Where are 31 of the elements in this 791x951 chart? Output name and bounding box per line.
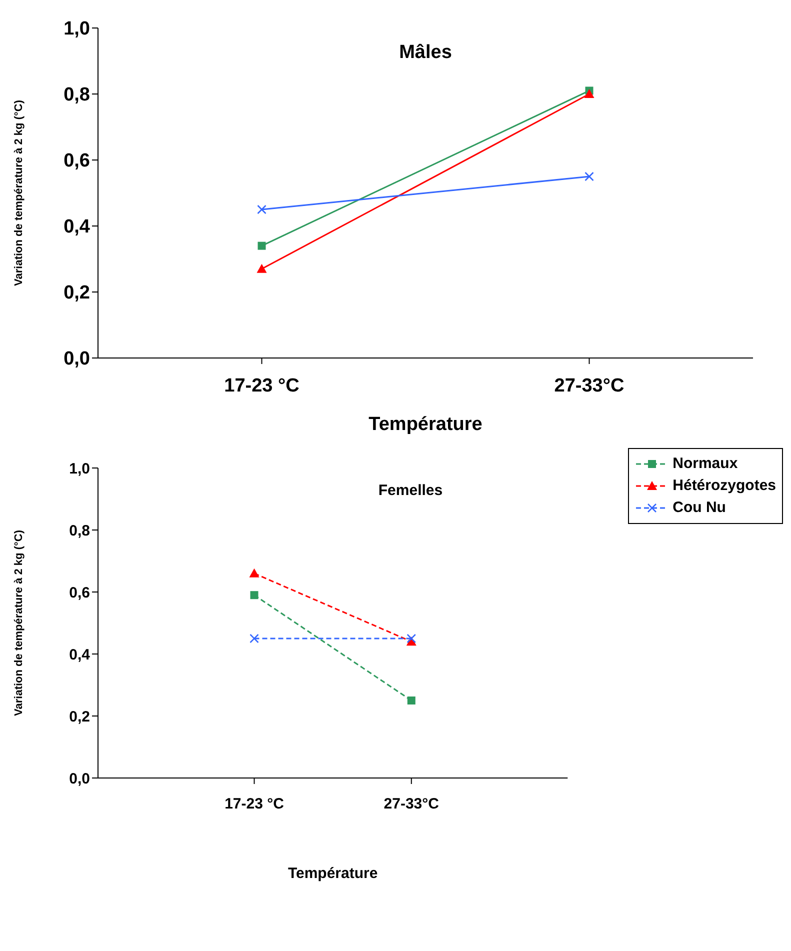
y-tick-label: 0,6 <box>69 584 90 602</box>
y-tick-label: 1,0 <box>69 460 90 478</box>
point <box>250 634 259 644</box>
y-tick-label: 0,0 <box>64 348 90 370</box>
x-axis-title: Température <box>288 865 378 882</box>
y-axis-title: Variation de température à 2 kg (°C) <box>12 100 25 286</box>
text: Mâles <box>398 42 453 64</box>
point <box>584 172 594 182</box>
x-tick-label: 17-23 °C <box>224 375 300 396</box>
y-tick-label: 0,4 <box>64 216 90 238</box>
y-tick-label: 0,0 <box>69 770 90 788</box>
point <box>257 204 266 214</box>
y-tick-label: 0,6 <box>64 150 90 172</box>
y-tick-label: 0,2 <box>64 282 90 304</box>
legend-label: Hétérozygotes <box>672 476 776 496</box>
y-tick-label: 0,8 <box>64 84 90 106</box>
point <box>407 696 416 704</box>
y-tick-label: 0,4 <box>69 646 91 664</box>
x-axis-title: Température <box>368 414 482 435</box>
y-tick-label: 0,8 <box>69 522 90 540</box>
x-tick-label: 17-23 °C <box>224 796 284 813</box>
x-tick-label: 27-33°C <box>384 796 440 813</box>
y-tick-label: 0,2 <box>69 708 90 726</box>
y-tick-label: 1,0 <box>64 18 90 40</box>
x-tick-label: 27-33°C <box>554 375 624 396</box>
legend-label: Normaux <box>672 454 738 474</box>
point <box>258 242 266 250</box>
point <box>250 591 258 600</box>
legend-label: Cou Nu <box>672 498 726 518</box>
text: Femelles <box>378 482 443 499</box>
y-axis-title: Variation de température à 2 kg (°C) <box>12 530 25 716</box>
